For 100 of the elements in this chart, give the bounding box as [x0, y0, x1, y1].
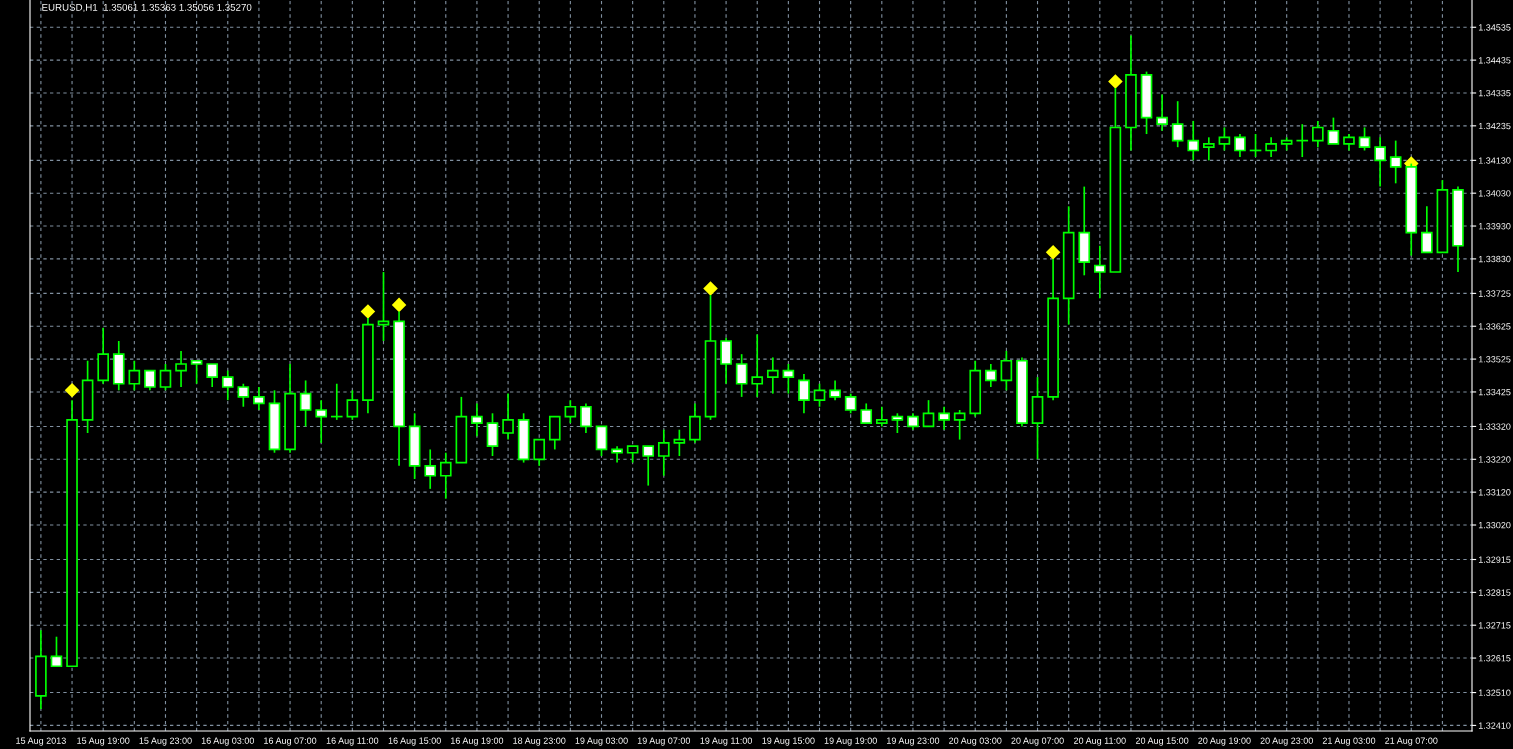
candlestick [720, 336, 732, 385]
point [1045, 245, 1061, 260]
y-tick-label: 1.33120 [1478, 489, 1511, 496]
y-tick-label: 1.34130 [1478, 157, 1511, 164]
candlestick [657, 428, 670, 477]
candlestick [735, 353, 748, 398]
candlestick [953, 409, 966, 441]
y-tick-label: 1.33220 [1478, 456, 1511, 463]
y-tick-label: 1.34435 [1478, 57, 1511, 64]
candlestick [580, 402, 592, 434]
candlestick [1374, 136, 1386, 188]
candlestick [1312, 120, 1324, 149]
x-tick-label: 21 Aug 03:00 [1322, 737, 1376, 746]
y-tick-label: 1.33020 [1478, 521, 1511, 529]
candlestick [1358, 126, 1371, 152]
y-tick-label: 1.33830 [1478, 255, 1511, 263]
point [703, 281, 718, 296]
y-tick-label: 1.33320 [1478, 423, 1511, 430]
candlestick [237, 382, 250, 408]
candlestick [1203, 136, 1215, 162]
y-tick-label: 1.33525 [1478, 356, 1511, 363]
x-tick-label: 19 Aug 07:00 [637, 737, 691, 746]
point [391, 297, 407, 313]
candlestick [564, 399, 577, 424]
candlestick [548, 415, 561, 451]
x-tick-label: 18 Aug 23:00 [513, 737, 566, 746]
candlestick [689, 402, 701, 444]
candlestick [1389, 139, 1402, 185]
candlestick [253, 386, 265, 411]
candlestick [175, 350, 187, 388]
x-tick-label: 20 Aug 03:00 [949, 737, 1002, 746]
candlestick [813, 382, 826, 408]
candlestick [829, 379, 841, 401]
candlestick [891, 412, 904, 434]
candlestick [299, 379, 312, 428]
candlestick [533, 438, 546, 467]
y-tick-label: 1.33930 [1478, 223, 1511, 230]
y-tick-label: 1.32510 [1478, 689, 1511, 696]
candlestick [844, 392, 857, 415]
x-tick-label: 16 Aug 03:00 [201, 737, 255, 746]
x-tick-label: 19 Aug 15:00 [762, 737, 815, 746]
candlestick [377, 271, 390, 342]
candlestick [206, 363, 219, 388]
candlestick [50, 635, 63, 668]
candlestick [642, 445, 655, 487]
x-tick-label: 21 Aug 07:00 [1385, 737, 1438, 746]
candlestick [439, 451, 452, 500]
x-tick-label: 15 Aug 19:00 [77, 737, 130, 746]
candlestick [502, 392, 514, 441]
candlestick [798, 373, 810, 415]
candlestick [128, 359, 141, 392]
candlestick [782, 363, 795, 395]
candlestick [1265, 136, 1277, 158]
y-tick-label: 1.34335 [1478, 89, 1511, 97]
y-tick-label: 1.33625 [1478, 323, 1511, 330]
candlestick [984, 363, 997, 388]
x-tick-label: 19 Aug 23:00 [887, 737, 940, 746]
y-tick-label: 1.34030 [1478, 190, 1511, 197]
x-tick-label: 19 Aug 19:00 [824, 737, 877, 746]
candlestick [144, 369, 156, 392]
candlestick [486, 412, 499, 457]
y-tick-label: 1.32410 [1478, 722, 1511, 729]
x-tick-label: 20 Aug 11:00 [1074, 737, 1126, 746]
candlestick [315, 399, 328, 444]
candlestick [860, 402, 873, 424]
candlestick [1000, 350, 1013, 392]
candlestick [1421, 205, 1433, 254]
y-tick-label: 1.32715 [1478, 622, 1511, 629]
candlestick [190, 359, 203, 385]
x-tick-label: 16 Aug 11:00 [326, 737, 379, 746]
candlestick [875, 405, 888, 428]
x-tick-label: 20 Aug 07:00 [1011, 737, 1064, 746]
x-tick-label: 16 Aug 07:00 [264, 737, 317, 746]
y-tick-label: 1.33425 [1478, 388, 1511, 396]
candlestick [938, 405, 950, 431]
x-tick-label: 20 Aug 15:00 [1135, 737, 1189, 746]
y-tick-label: 1.32615 [1478, 655, 1511, 662]
y-tick-label: 1.33725 [1478, 290, 1511, 297]
y-tick-label: 1.32815 [1478, 589, 1511, 596]
x-tick-label: 19 Aug 03:00 [575, 737, 628, 746]
candlestick [673, 428, 686, 457]
candlestick [1156, 93, 1168, 132]
x-tick-label: 20 Aug 23:00 [1260, 737, 1313, 746]
candlestick [1171, 100, 1184, 149]
y-tick-label: 1.34535 [1478, 24, 1511, 31]
chart-title: EURUSD,H1 1.35061 1.35363 1.35056 1.35270 [42, 3, 252, 12]
candlestick [1327, 116, 1340, 145]
x-tick-label: 19 Aug 11:00 [700, 737, 753, 746]
candlestick [751, 333, 764, 398]
candlestick [424, 448, 437, 490]
candlestick [1218, 126, 1231, 152]
candlestick [346, 389, 359, 421]
x-tick-label: 16 Aug 19:00 [451, 737, 504, 746]
candlestick [766, 356, 779, 395]
candlestick [1094, 244, 1106, 300]
candlestick [1187, 120, 1200, 162]
candlestick [922, 399, 935, 428]
y-tick-label: 1.32915 [1478, 556, 1511, 563]
point [1108, 74, 1123, 89]
point [64, 383, 80, 398]
